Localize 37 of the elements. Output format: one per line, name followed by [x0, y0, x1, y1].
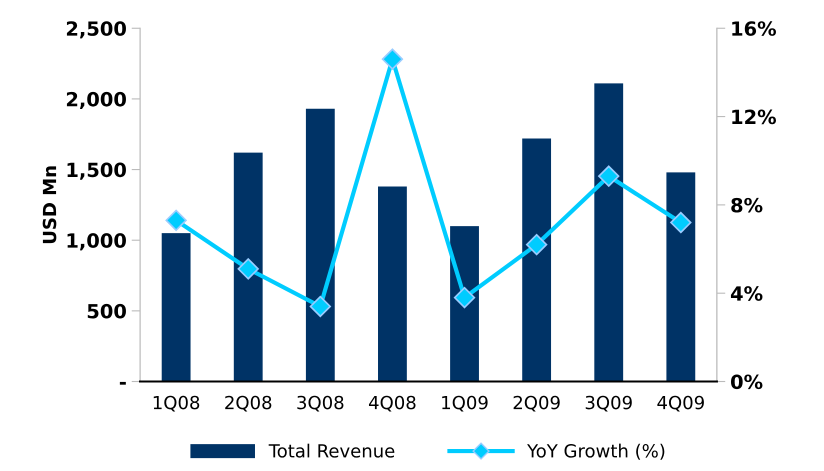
y2-tick-label: 8% — [731, 198, 762, 213]
x-tick-label: 1Q08 — [154, 396, 200, 412]
point — [526, 234, 548, 256]
y2-tick-label: 0% — [731, 374, 762, 390]
y2-tick-label: 16% — [732, 21, 776, 36]
point — [598, 166, 620, 187]
bar — [162, 233, 191, 382]
point — [454, 286, 476, 308]
y-tick-label: 2,000 — [66, 92, 126, 110]
x-tick-label: 3Q09 — [586, 396, 632, 412]
x-tick-label: 4Q09 — [657, 396, 704, 412]
y-axis-title: USD Mn — [42, 166, 56, 244]
point — [238, 258, 259, 280]
bar — [306, 108, 335, 382]
bar — [666, 172, 696, 382]
legend-label: Total Revenue — [268, 444, 394, 458]
x-tick-label: 4Q08 — [368, 396, 416, 412]
y2-tick-label: 4% — [730, 286, 762, 301]
y-tick-label: - — [120, 382, 126, 385]
y-tick-label: 500 — [88, 304, 126, 319]
y-tick-label: 2,500 — [66, 21, 126, 38]
point — [165, 210, 187, 231]
x-tick-label: 2Q08 — [225, 396, 272, 412]
y2-tick-label: 12% — [732, 110, 776, 124]
legend-label: YoY Growth (%) — [527, 444, 664, 460]
x-tick-label: 2Q09 — [514, 396, 560, 412]
x-tick-label: 3Q08 — [297, 396, 344, 412]
bar — [234, 152, 263, 382]
point — [310, 296, 331, 318]
bar — [594, 83, 624, 382]
point — [670, 212, 692, 234]
bar — [378, 186, 407, 382]
y-tick-label: 1,500 — [68, 162, 126, 180]
bar — [522, 138, 552, 382]
point — [382, 48, 404, 70]
y-tick-label: 1,000 — [68, 233, 126, 250]
x-tick-label: 1Q09 — [442, 396, 488, 412]
